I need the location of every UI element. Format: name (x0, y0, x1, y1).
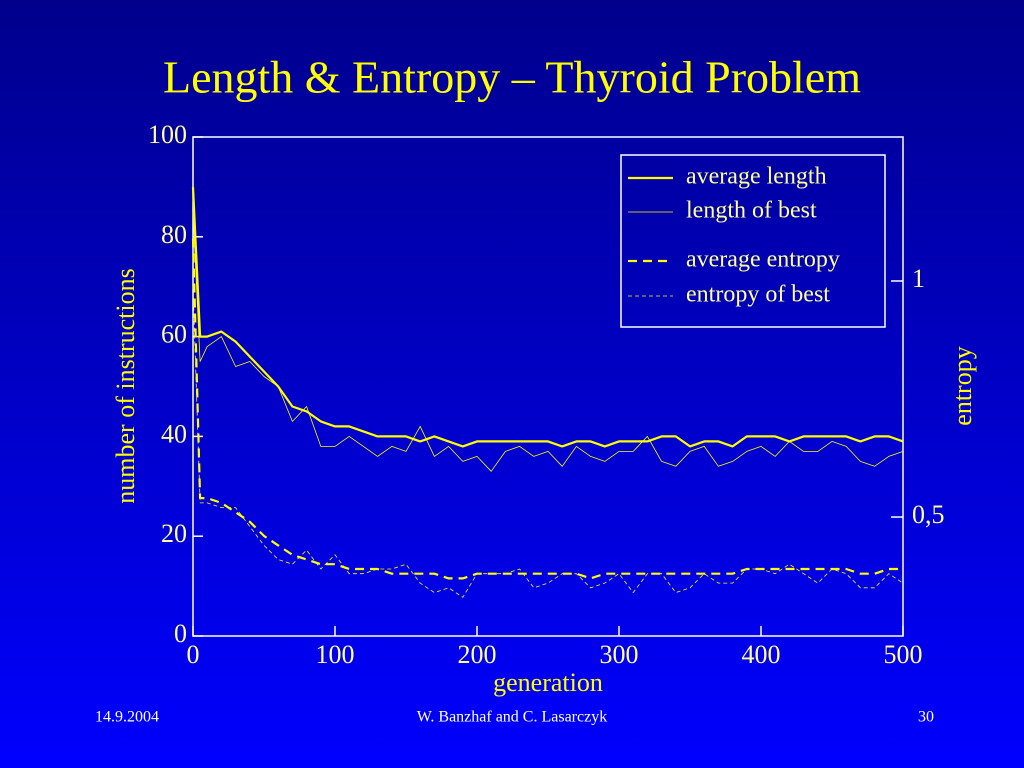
slide-title: Length & Entropy – Thyroid Problem (163, 52, 861, 103)
y-tick-label: 60 (161, 320, 187, 349)
legend-label: entropy of best (686, 282, 830, 308)
y-tick-label: 0 (174, 619, 187, 648)
footer-page: 30 (918, 709, 934, 726)
x-tick-label: 200 (458, 640, 497, 669)
legend-label: average length (686, 164, 827, 190)
series-line (192, 285, 904, 598)
series-line (192, 211, 904, 472)
plot-frame (192, 136, 904, 637)
x-tick-label: 300 (600, 640, 639, 669)
y2-tick-label: 1 (912, 264, 925, 293)
x-tick-label: 500 (884, 640, 923, 669)
footer-date: 14.9.2004 (95, 709, 159, 726)
y-tick-label: 20 (161, 519, 187, 548)
footer-author: W. Banzhaf and C. Lasarczyk (417, 709, 607, 726)
x-tick-label: 400 (742, 640, 781, 669)
x-tick-label: 0 (187, 640, 200, 669)
y2-tick-label: 0,5 (912, 500, 945, 529)
legend-label: length of best (686, 198, 817, 224)
y-tick-label: 80 (161, 220, 187, 249)
series-line (191, 186, 904, 448)
legend-box (620, 154, 886, 328)
y-tick-label: 40 (161, 419, 187, 448)
y2-axis-label: entropy (948, 346, 977, 425)
x-axis-label: generation (493, 668, 603, 697)
y-tick-label: 100 (148, 120, 187, 149)
y-axis-label: number of instructions (111, 268, 140, 503)
legend-label: average entropy (686, 247, 840, 273)
x-tick-label: 100 (316, 640, 355, 669)
